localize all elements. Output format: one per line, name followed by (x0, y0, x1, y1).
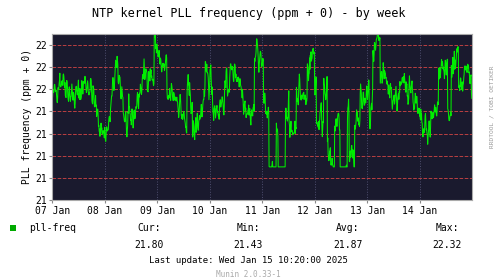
Text: pll-freq: pll-freq (29, 223, 76, 233)
Y-axis label: PLL frequency (ppm + 0): PLL frequency (ppm + 0) (22, 49, 32, 185)
Text: Max:: Max: (435, 223, 459, 233)
Text: NTP kernel PLL frequency (ppm + 0) - by week: NTP kernel PLL frequency (ppm + 0) - by … (92, 7, 405, 20)
Text: 21.87: 21.87 (333, 240, 363, 250)
Text: 21.80: 21.80 (134, 240, 164, 250)
Text: Avg:: Avg: (336, 223, 360, 233)
Text: 22.32: 22.32 (432, 240, 462, 250)
Text: Last update: Wed Jan 15 10:20:00 2025: Last update: Wed Jan 15 10:20:00 2025 (149, 256, 348, 265)
Text: Munin 2.0.33-1: Munin 2.0.33-1 (216, 270, 281, 279)
Text: 21.43: 21.43 (234, 240, 263, 250)
Text: Min:: Min: (237, 223, 260, 233)
Text: Cur:: Cur: (137, 223, 161, 233)
Text: RRDTOOL / TOBI OETIKER: RRDTOOL / TOBI OETIKER (490, 65, 495, 148)
